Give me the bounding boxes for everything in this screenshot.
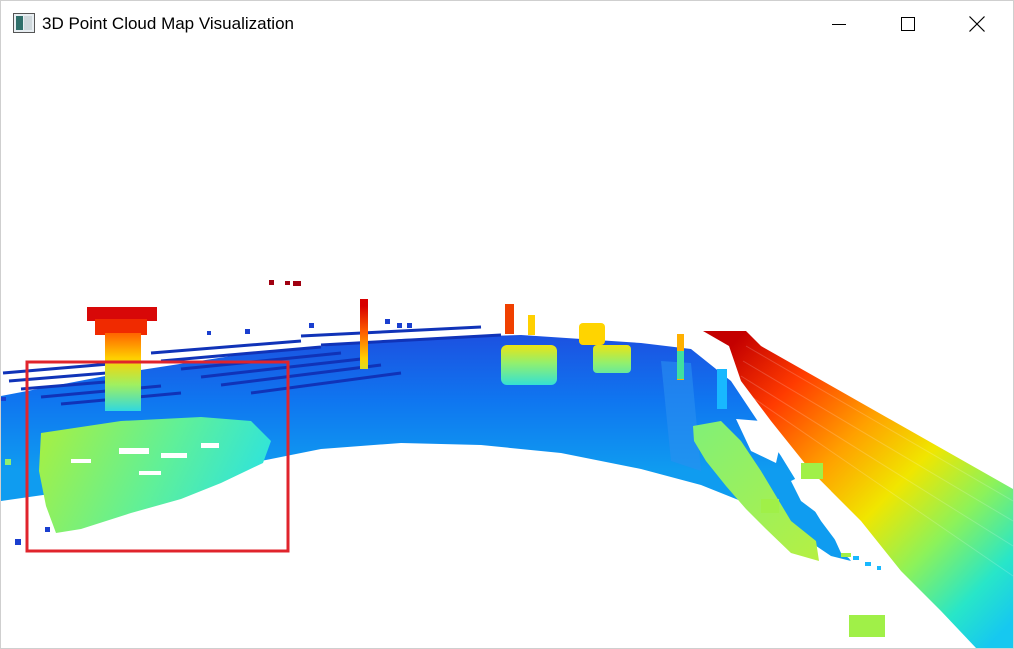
ground-scan bbox=[1, 335, 851, 561]
pole-object bbox=[87, 307, 157, 411]
selection-box[interactable] bbox=[25, 360, 290, 553]
title-bar[interactable]: 3D Point Cloud Map Visualization bbox=[1, 1, 1013, 47]
object-car-1 bbox=[501, 345, 557, 385]
object-car-2 bbox=[579, 323, 631, 373]
minimize-button[interactable] bbox=[816, 1, 862, 47]
minimize-icon bbox=[832, 24, 846, 25]
bush-right bbox=[693, 421, 819, 561]
point-cloud-viewport[interactable] bbox=[1, 47, 1013, 648]
right-wall bbox=[703, 331, 1013, 648]
maximize-button[interactable] bbox=[885, 1, 931, 47]
app-icon bbox=[13, 13, 35, 33]
window-title: 3D Point Cloud Map Visualization bbox=[42, 14, 294, 33]
close-button[interactable] bbox=[954, 1, 1000, 47]
maximize-icon bbox=[901, 17, 915, 31]
close-icon bbox=[969, 16, 985, 32]
